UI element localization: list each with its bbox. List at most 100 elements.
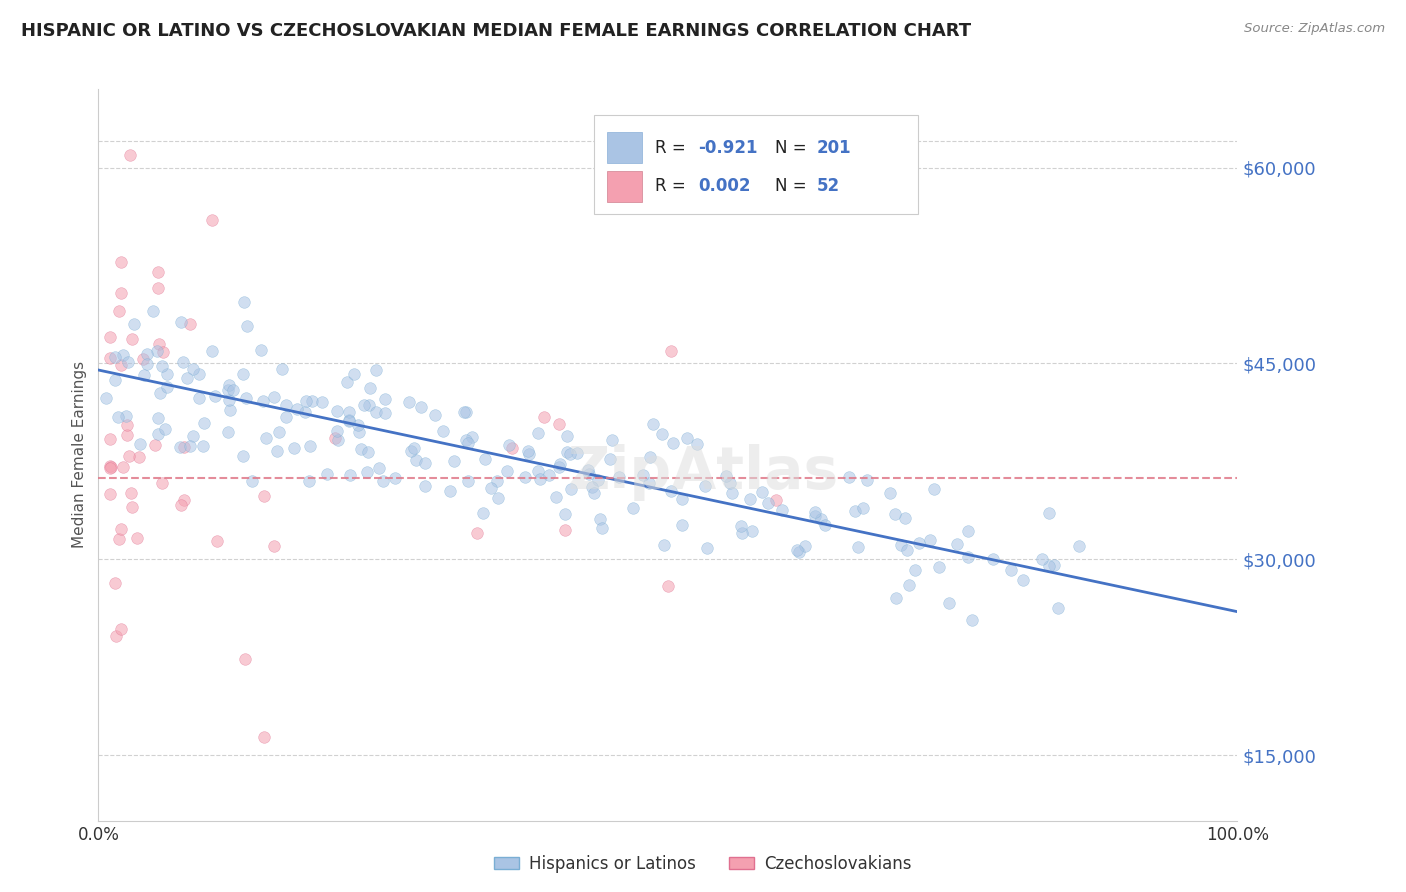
Point — [353, 399, 375, 413]
Point — [772, 503, 794, 517]
Point — [263, 539, 285, 553]
Point — [981, 551, 1004, 566]
Point — [170, 315, 193, 329]
Point — [555, 444, 578, 458]
Point — [204, 389, 226, 403]
Point — [1067, 539, 1090, 553]
Point — [373, 474, 395, 488]
Point — [350, 442, 373, 456]
Point — [118, 147, 141, 161]
Point — [295, 394, 318, 409]
Point — [730, 518, 752, 533]
Point — [193, 416, 215, 430]
Point — [721, 486, 744, 500]
Point — [117, 355, 139, 369]
Point — [270, 362, 292, 376]
Point — [957, 550, 980, 565]
Point — [326, 425, 349, 439]
Point — [938, 596, 960, 610]
Point — [152, 345, 174, 359]
Point — [266, 444, 288, 458]
Point — [555, 428, 578, 442]
Point — [337, 413, 360, 427]
Point — [804, 508, 827, 523]
Point — [659, 484, 682, 499]
Point — [537, 467, 560, 482]
Point — [98, 330, 121, 344]
Point — [439, 483, 461, 498]
Point — [121, 500, 143, 515]
Point — [357, 444, 380, 458]
Point — [544, 490, 567, 504]
Point — [454, 433, 477, 447]
Text: R =: R = — [655, 178, 692, 195]
Point — [94, 391, 117, 405]
Point — [486, 474, 509, 488]
Point — [219, 403, 242, 417]
Text: R =: R = — [655, 139, 692, 157]
Point — [235, 391, 257, 405]
Point — [108, 304, 131, 318]
Point — [347, 425, 370, 439]
Point — [461, 430, 484, 444]
Point — [661, 343, 683, 358]
Point — [326, 404, 349, 418]
Point — [132, 351, 155, 366]
Point — [337, 414, 360, 428]
Point — [217, 384, 239, 398]
Point — [222, 384, 245, 398]
Point — [339, 468, 361, 483]
Point — [957, 524, 980, 539]
Point — [335, 375, 357, 389]
Point — [135, 357, 157, 371]
Point — [567, 445, 589, 459]
Text: HISPANIC OR LATINO VS CZECHOSLOVAKIAN MEDIAN FEMALE EARNINGS CORRELATION CHART: HISPANIC OR LATINO VS CZECHOSLOVAKIAN ME… — [21, 22, 972, 40]
Point — [142, 304, 165, 318]
Point — [253, 489, 276, 503]
Point — [696, 541, 718, 556]
Point — [169, 498, 191, 512]
Point — [311, 395, 333, 409]
Point — [149, 385, 172, 400]
Point — [323, 431, 346, 445]
Point — [110, 522, 132, 536]
Point — [908, 536, 931, 550]
Point — [98, 461, 121, 475]
Point — [671, 518, 693, 533]
FancyBboxPatch shape — [593, 115, 918, 213]
Point — [176, 371, 198, 385]
Text: ZipAtlas: ZipAtlas — [568, 444, 838, 501]
Point — [181, 362, 204, 376]
Point — [486, 491, 509, 505]
Point — [347, 417, 370, 432]
Point — [201, 212, 224, 227]
Point — [479, 481, 502, 495]
Point — [548, 457, 571, 471]
Point — [1043, 558, 1066, 572]
Point — [578, 467, 600, 482]
Point — [359, 381, 381, 395]
Point — [787, 545, 810, 559]
Point — [254, 431, 277, 445]
Point — [250, 343, 273, 357]
Point — [432, 424, 454, 438]
Point — [657, 578, 679, 592]
Point — [298, 475, 321, 489]
Point — [589, 512, 612, 526]
Point — [423, 408, 446, 422]
Point — [232, 367, 254, 381]
Point — [240, 474, 263, 488]
Point — [517, 444, 540, 458]
Point — [896, 542, 918, 557]
Point — [599, 451, 621, 466]
Point — [920, 533, 942, 548]
Point — [814, 517, 837, 532]
Point — [173, 440, 195, 454]
Text: Source: ZipAtlas.com: Source: ZipAtlas.com — [1244, 22, 1385, 36]
Point — [232, 295, 254, 310]
Point — [457, 474, 479, 488]
Point — [838, 470, 860, 484]
Point — [582, 486, 605, 500]
Point — [855, 473, 877, 487]
Point — [181, 429, 204, 443]
